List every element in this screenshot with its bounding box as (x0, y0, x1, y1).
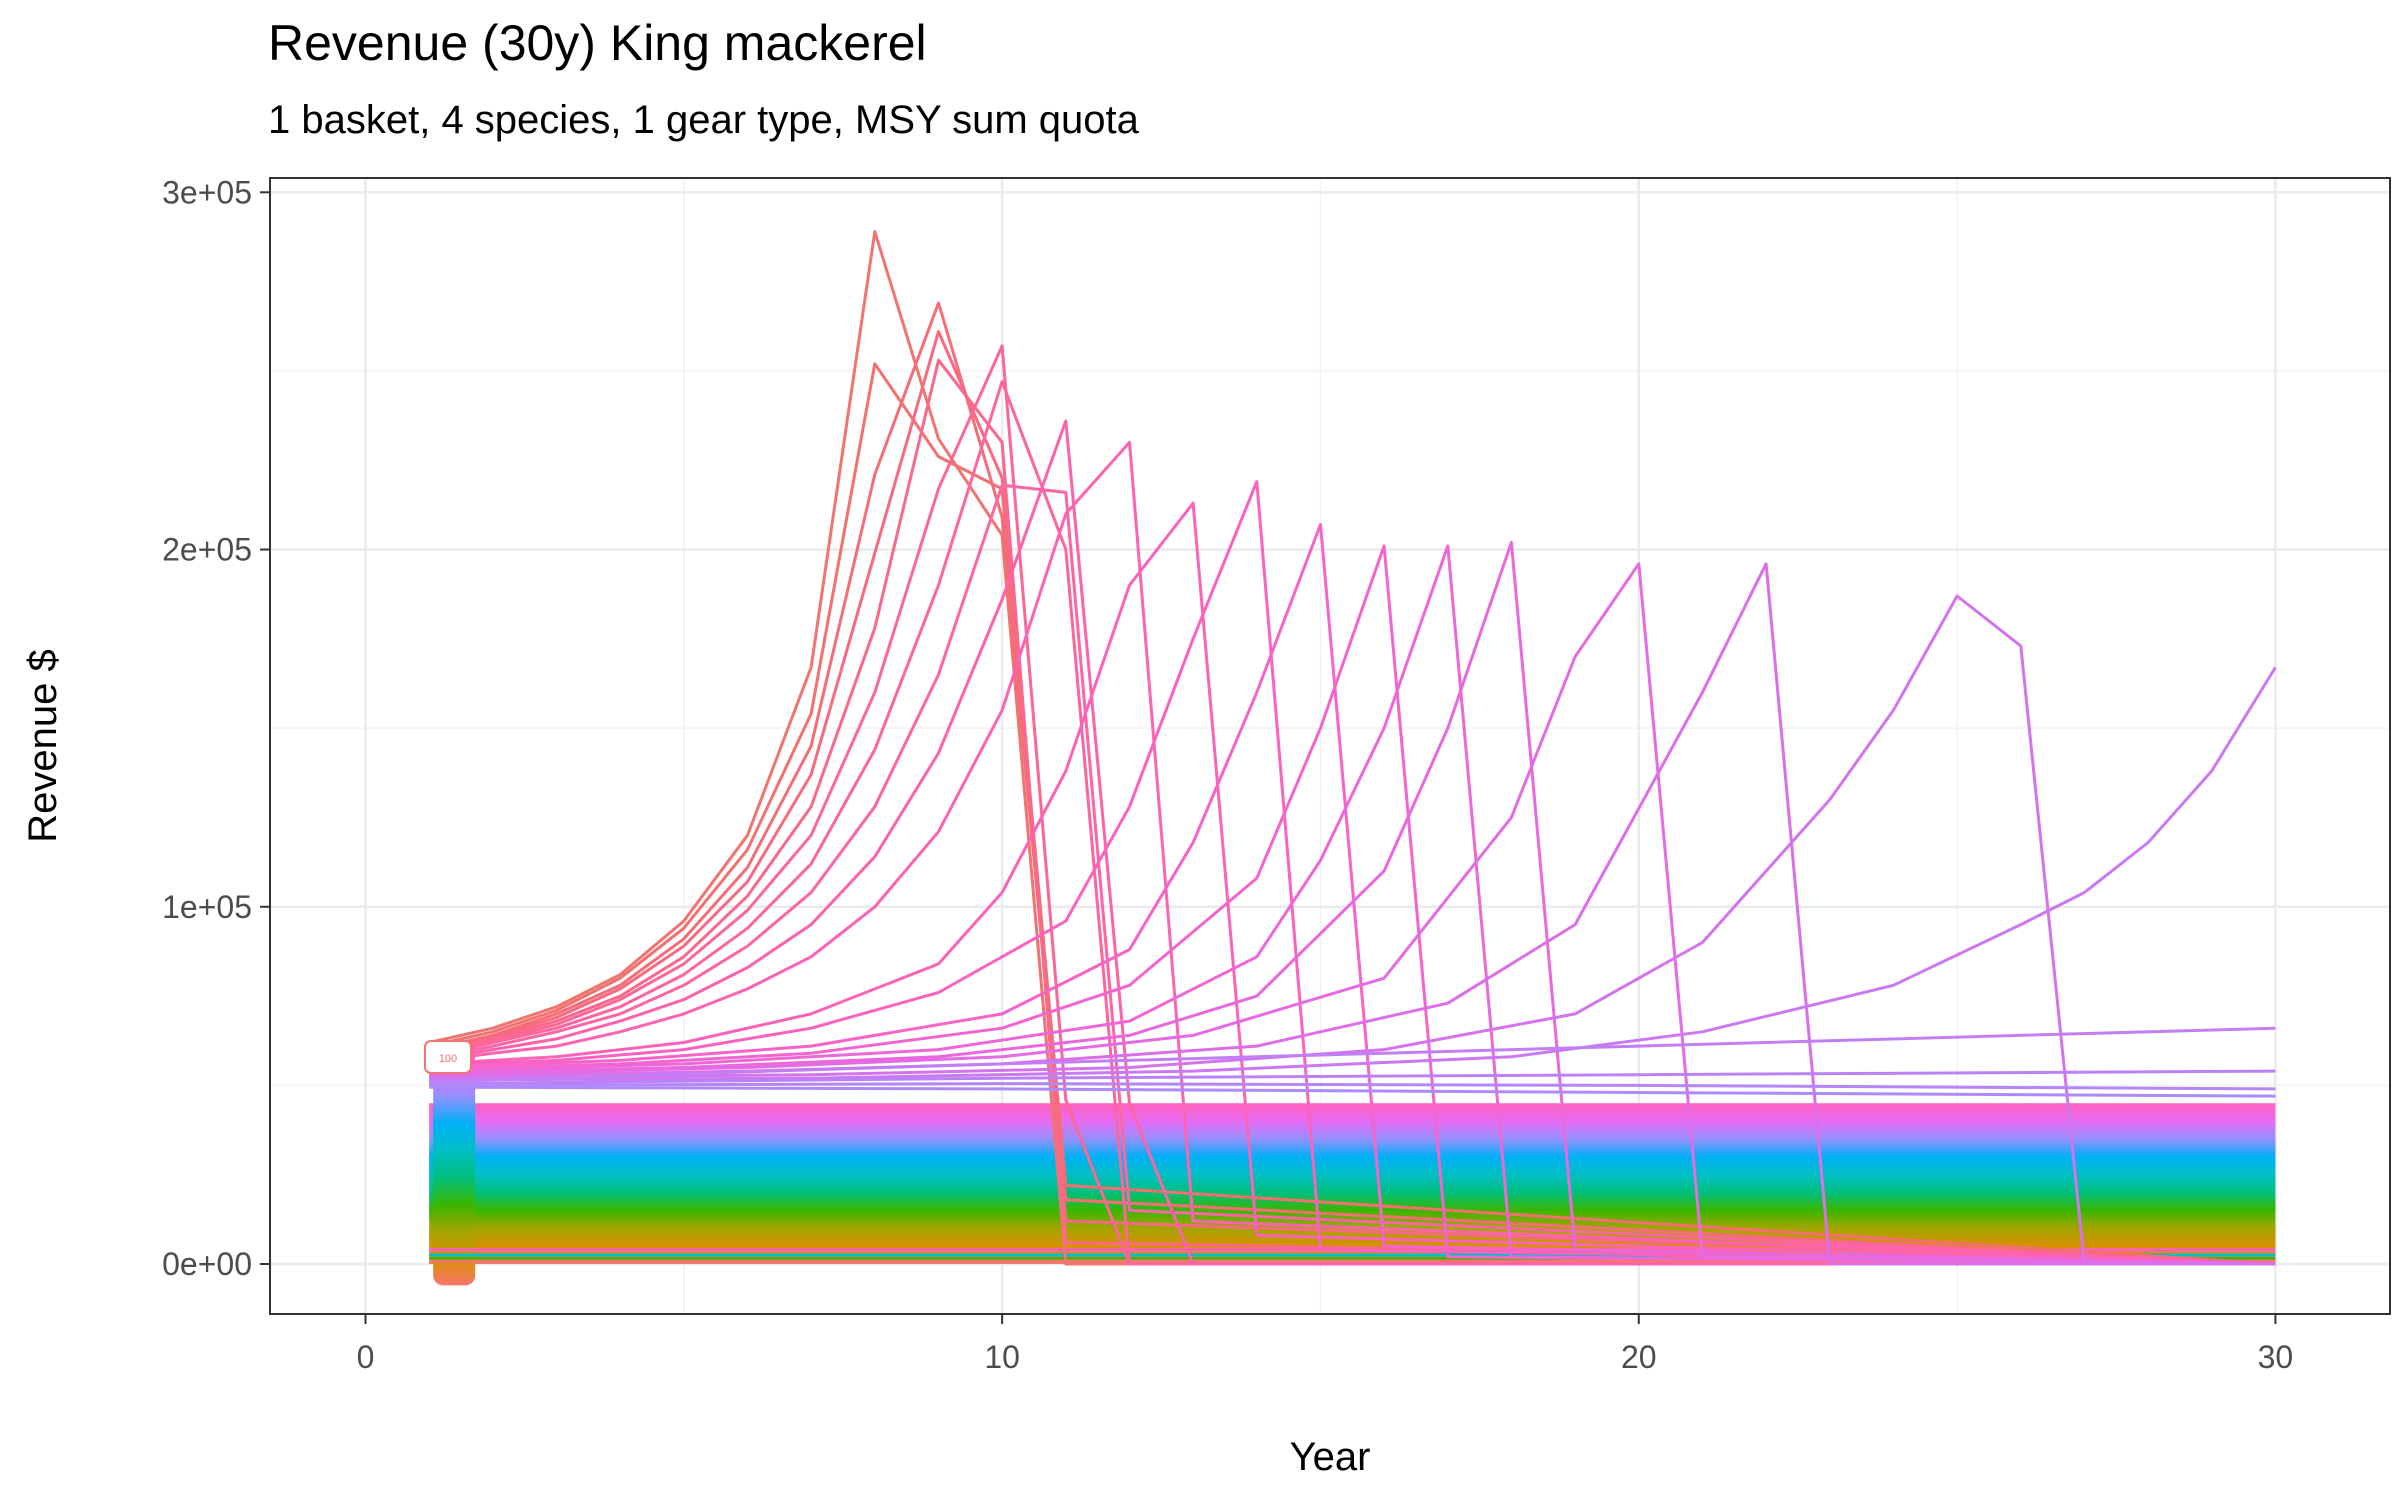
series-line-5 (428, 358, 2276, 1266)
series-lines (428, 230, 2277, 1266)
series-line-20 (429, 666, 2277, 1082)
x-tick-label: 20 (1621, 1339, 1657, 1375)
y-tick-label: 0e+00 (162, 1246, 252, 1282)
series-line-7 (428, 380, 2276, 1266)
label-box: 100 (424, 1040, 472, 1074)
y-axis: 0e+00 1e+05 2e+05 3e+05 (162, 174, 270, 1282)
x-axis: 0 10 20 30 (357, 1314, 2294, 1375)
series-line-6 (428, 344, 2276, 1266)
series-line-13 (429, 523, 2276, 1266)
y-axis-title: Revenue $ (21, 649, 65, 842)
x-tick-label: 0 (357, 1339, 375, 1375)
chart-title: Revenue (30y) King mackerel (268, 15, 927, 71)
series-line-15 (429, 544, 2276, 1266)
series-line-23 (429, 1082, 2276, 1091)
x-axis-title: Year (1290, 1435, 1371, 1479)
chart-subtitle: 1 basket, 4 species, 1 gear type, MSY su… (268, 98, 1139, 142)
series-line-12 (429, 480, 2276, 1266)
panel-border (269, 177, 2391, 1315)
series-line-4 (428, 330, 2276, 1266)
y-tick-label: 3e+05 (162, 174, 252, 210)
series-line-10 (428, 440, 2276, 1266)
series-line-8 (428, 483, 2276, 1266)
series-line-21 (429, 1026, 2276, 1084)
series-line-19 (429, 594, 2276, 1266)
series-line-3 (428, 301, 2276, 1266)
series-line-1 (428, 230, 2276, 1266)
x-tick-label: 10 (984, 1339, 1020, 1375)
y-tick-label: 1e+05 (162, 889, 252, 925)
series-line-22 (429, 1069, 2276, 1086)
band-fill (429, 1103, 2276, 1264)
series-line-14 (429, 544, 2276, 1266)
series-line-24 (429, 1085, 2276, 1098)
series-line-16 (429, 540, 2276, 1266)
band-start (433, 1042, 476, 1286)
series-line-17 (429, 562, 2276, 1266)
label-box-text: 100 (439, 1053, 457, 1065)
y-tick-label: 2e+05 (162, 532, 252, 568)
series-line-11 (429, 501, 2276, 1266)
x-tick-label: 30 (2258, 1339, 2294, 1375)
